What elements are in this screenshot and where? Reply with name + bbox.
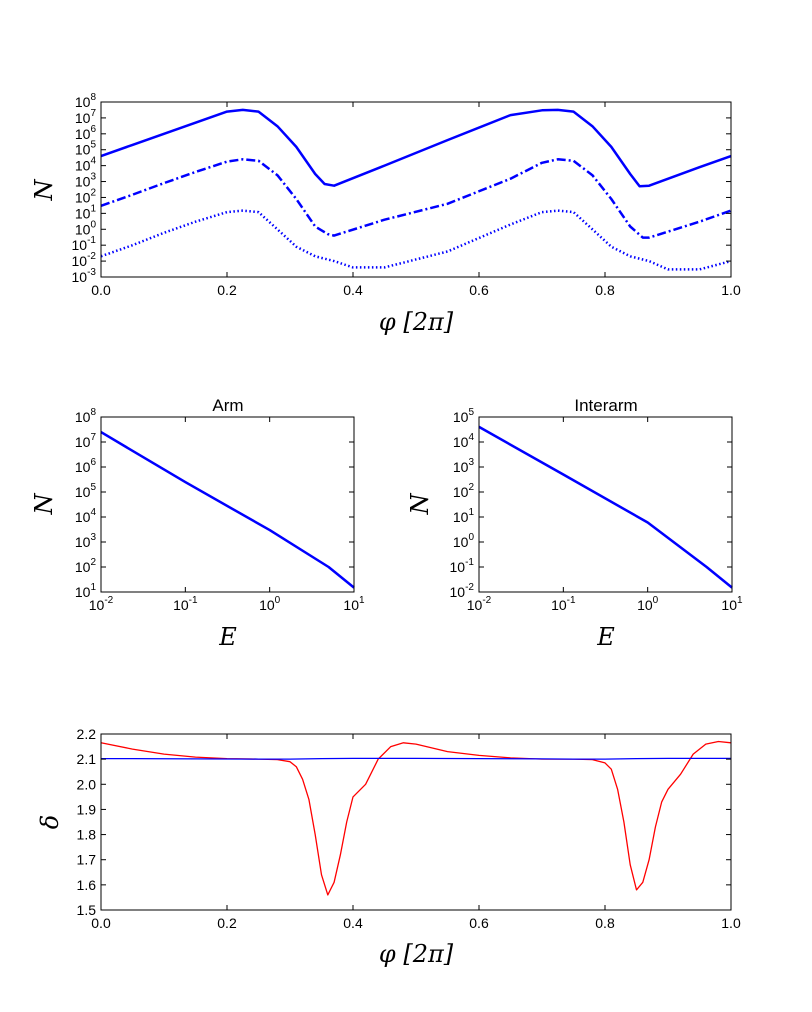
panel2-series <box>100 431 355 589</box>
panel2-ytick-label: 104 <box>75 507 97 525</box>
panel3-xtick-label: 10-2 <box>467 595 492 613</box>
panel4-ytick-label: 2.2 <box>77 726 97 742</box>
panel4-ytick-label: 1.8 <box>77 827 97 843</box>
panel4-xtick-label: 1.0 <box>721 915 741 931</box>
panel3-xtick-label: 100 <box>637 595 659 613</box>
panel-interarm: Interarm 10-2 10-1 100 10110510410310210110… <box>406 396 743 651</box>
panel1-xtick-label: 0.0 <box>91 282 111 298</box>
panel4-series <box>100 740 732 896</box>
panel4-xtick-label: 0.4 <box>343 915 363 931</box>
panel3-ytick-label: 103 <box>453 457 475 475</box>
panel1-ytick-label: 103 <box>75 172 97 190</box>
panel4-ticks: 0.0 0.2 0.4 0.6 0.8 1.0 2.2 2.1 2.0 1.9 1.8 1.7 1.6 1… <box>77 726 741 931</box>
panel4-xtick-label: 0.0 <box>91 915 111 931</box>
panel1-xtick-label: 0.4 <box>343 282 363 298</box>
panel4-ytick-label: 1.9 <box>77 801 97 817</box>
panel1-ytick-label: 100 <box>75 219 97 237</box>
panel2-xtick-label: 10-1 <box>173 595 198 613</box>
panel1-ticks: 0.0 0.2 0.4 0.6 0.8 1.01081071061051041031021… <box>72 92 741 298</box>
panel4-series-line-2 <box>101 757 731 760</box>
panel4-xlabel: φ [2π] <box>379 940 454 968</box>
panel4-series-line-1 <box>100 740 732 896</box>
panel1-series-line-1 <box>100 108 732 188</box>
panel2-ytick-label: 106 <box>75 457 97 475</box>
panel3-ytick-label: 104 <box>453 432 475 450</box>
panel-phase-delta: 0.0 0.2 0.4 0.6 0.8 1.0 2.2 2.1 2.0 1.9 1.8 1.7 1.6 1… <box>36 726 741 968</box>
panel1-xtick-label: 0.2 <box>217 282 237 298</box>
panel1-series-line-2 <box>100 158 732 239</box>
panel4-frame <box>100 733 732 911</box>
panel1-xlabel: φ [2π] <box>379 308 454 336</box>
panel2-series-line-1 <box>100 431 355 589</box>
panel1-ytick-label: 10-2 <box>72 251 97 269</box>
panel3-xtick-label: 10-1 <box>551 595 576 613</box>
panel1-ytick-label: 108 <box>75 92 97 110</box>
panel3-ytick-label: 10-2 <box>450 582 475 600</box>
panel1-ytick-label: 105 <box>75 140 97 158</box>
panel4-ytick-label: 2.0 <box>77 776 97 792</box>
panel1-xtick-label: 1.0 <box>721 282 741 298</box>
panel1-series-line-3 <box>100 209 732 271</box>
panel4-xtick-label: 0.8 <box>595 915 615 931</box>
panel1-xtick-label: 0.8 <box>595 282 615 298</box>
panel1-ytick-label: 10-3 <box>72 267 97 285</box>
panel2-ytick-label: 102 <box>75 557 97 575</box>
panel3-xlabel: E <box>596 623 615 651</box>
panel1-ylabel: N <box>30 179 58 202</box>
panel4-xtick-label: 0.2 <box>217 915 237 931</box>
panel1-ytick-label: 10-1 <box>72 235 97 253</box>
panel2-title: Arm <box>212 396 243 415</box>
panel2-xtick-label: 101 <box>343 595 365 613</box>
panel3-ytick-label: 100 <box>453 532 475 550</box>
panel3-ytick-label: 10-1 <box>450 557 475 575</box>
panel2-frame <box>100 416 355 593</box>
panel1-frame <box>100 101 732 278</box>
panel2-ylabel: N <box>30 493 58 516</box>
panel2-ytick-label: 103 <box>75 532 97 550</box>
panel2-ticks: 10-2 10-1 100 101 108 107 106 105 104 103 102 101 <box>75 407 365 613</box>
panel-phase-N: 0.0 0.2 0.4 0.6 0.8 1.01081071061051041031021… <box>30 92 741 336</box>
panel4-ytick-label: 1.7 <box>77 852 97 868</box>
panel3-ticks: 10-2 10-1 100 101 105 104 103 102 101 100 10-1 10-2 <box>450 407 743 613</box>
panel3-xtick-label: 101 <box>721 595 743 613</box>
panel3-series-line-1 <box>478 425 733 589</box>
panel4-ylabel: δ <box>36 815 64 829</box>
panel4-ytick-label: 1.6 <box>77 877 97 893</box>
panel1-ytick-label: 107 <box>75 108 97 126</box>
panel3-ylabel: N <box>406 493 434 516</box>
panel1-ytick-label: 101 <box>75 203 97 221</box>
panel3-ytick-label: 101 <box>453 507 475 525</box>
panel3-ytick-label: 105 <box>453 407 475 425</box>
panel1-ytick-label: 102 <box>75 187 97 205</box>
panel2-xtick-label: 10-2 <box>89 595 114 613</box>
panel2-ytick-label: 105 <box>75 482 97 500</box>
panel2-ytick-label: 108 <box>75 407 97 425</box>
panel2-ytick-label: 107 <box>75 432 97 450</box>
panel3-ytick-label: 102 <box>453 482 475 500</box>
panel-arm: Arm 10-2 10-1 100 1011081071061051041031021… <box>30 396 365 651</box>
panel2-xtick-label: 100 <box>259 595 281 613</box>
panel4-xtick-label: 0.6 <box>469 915 489 931</box>
panel2-ytick-label: 101 <box>75 582 97 600</box>
panel2-xlabel: E <box>218 623 237 651</box>
panel4-ytick-label: 1.5 <box>77 902 97 918</box>
panel3-title: Interarm <box>574 396 637 415</box>
panel3-series <box>478 425 733 589</box>
panel1-ytick-label: 104 <box>75 156 97 174</box>
panel3-frame <box>478 416 733 593</box>
panel1-series <box>100 108 732 271</box>
panel4-ytick-label: 2.1 <box>77 751 97 767</box>
panel1-ytick-label: 106 <box>75 124 97 142</box>
panel1-xtick-label: 0.6 <box>469 282 489 298</box>
